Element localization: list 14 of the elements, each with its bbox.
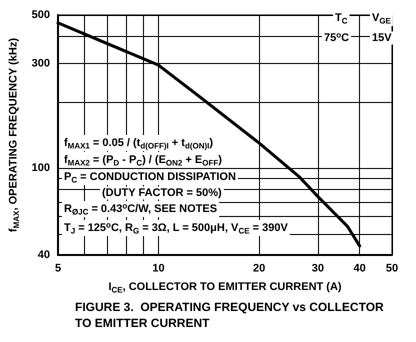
x-tick-label: 10: [152, 262, 165, 274]
annotation: (DUTY FACTOR = 50%): [102, 187, 222, 199]
y-tick-label: 300: [32, 58, 50, 70]
x-tick-label: 20: [252, 262, 266, 274]
annotation: 15V: [372, 32, 392, 44]
x-tick-label: 50: [386, 262, 398, 274]
x-tick-label: 5: [54, 262, 62, 274]
y-tick-label: 500: [32, 9, 50, 21]
text: FIGURE 3. OPERATING FREQUENCY vs COLLECTOR TO EMITTER CURRENT: [75, 300, 388, 330]
y-tick-label: 40: [38, 249, 50, 261]
y-axis-title: fMAX, OPERATING FREQUENCY (kHz): [8, 38, 22, 232]
y-tick-label: 100: [32, 162, 50, 174]
x-tick-label: 30: [312, 262, 324, 274]
x-tick-label: 40: [354, 262, 366, 274]
